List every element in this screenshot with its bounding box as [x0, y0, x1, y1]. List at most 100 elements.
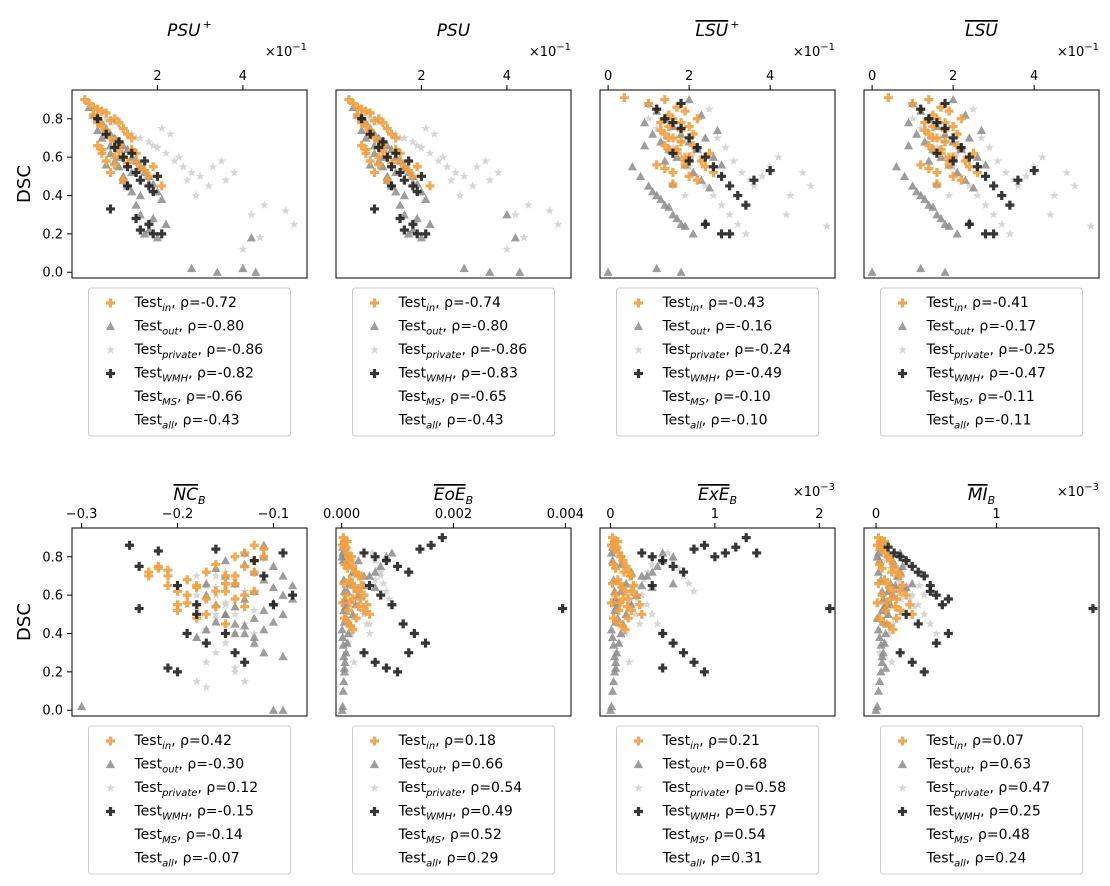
data-point — [899, 171, 910, 181]
data-point — [704, 183, 714, 192]
data-point — [905, 600, 915, 610]
data-point — [84, 98, 94, 108]
data-point — [249, 567, 259, 577]
points — [337, 533, 568, 714]
data-point — [676, 118, 686, 128]
data-point — [192, 676, 202, 686]
data-point — [347, 552, 357, 562]
data-point — [895, 648, 905, 658]
data-point — [93, 125, 103, 134]
y-tick-label: 0.4 — [42, 627, 63, 642]
data-point — [278, 571, 288, 580]
data-point — [391, 148, 401, 158]
data-point — [997, 219, 1007, 229]
data-point — [391, 133, 401, 143]
data-point — [105, 167, 115, 177]
data-point — [948, 171, 958, 181]
data-point — [211, 559, 221, 569]
data-point — [351, 613, 361, 623]
data-point — [338, 701, 348, 711]
data-point — [382, 123, 392, 133]
data-point — [278, 609, 288, 619]
data-point — [973, 190, 982, 200]
data-point — [652, 123, 662, 133]
data-point — [356, 594, 366, 604]
data-point — [619, 567, 629, 577]
data-point — [370, 657, 380, 667]
data-point — [118, 152, 128, 162]
points — [871, 533, 1098, 714]
data-point — [981, 229, 991, 239]
data-point — [879, 536, 889, 546]
data-point — [883, 552, 893, 562]
data-point — [876, 667, 886, 676]
data-point — [140, 166, 150, 176]
data-point — [135, 190, 145, 200]
data-point — [607, 632, 618, 642]
data-point — [340, 544, 350, 554]
legend-entry: Testall, ρ=-0.07 — [134, 851, 240, 870]
data-point — [607, 686, 618, 695]
series-in — [338, 533, 375, 635]
data-point — [660, 164, 670, 174]
x-scale-label: ×10−3 — [793, 482, 835, 500]
data-point — [931, 628, 941, 638]
data-point — [201, 567, 211, 577]
data-point — [1013, 181, 1023, 190]
data-point — [896, 594, 906, 603]
data-point — [652, 561, 663, 571]
panel-2: PSU 2 4 ×10−1 Testin, ρ=-0.74 Testout, ρ=-0.8… — [335, 21, 572, 437]
legend-marker — [369, 321, 380, 331]
data-point — [699, 667, 709, 677]
legend-marker — [898, 736, 907, 746]
data-point — [773, 152, 783, 161]
data-point — [668, 579, 678, 588]
legend-entry: Testall, ρ=-0.43 — [134, 413, 240, 432]
data-point — [887, 567, 897, 577]
data-point — [278, 548, 288, 558]
data-point — [664, 110, 674, 120]
data-point — [700, 181, 710, 190]
data-point — [1005, 229, 1015, 238]
data-point — [182, 575, 192, 585]
data-point — [688, 167, 698, 177]
data-point — [399, 210, 409, 219]
data-point — [345, 598, 355, 608]
data-point — [611, 657, 621, 666]
data-point — [635, 600, 645, 610]
legend-entry: TestWMH, ρ=-0.83 — [398, 366, 518, 385]
data-point — [981, 200, 990, 209]
data-point — [76, 701, 87, 711]
data-point — [404, 648, 414, 658]
legend-marker — [370, 345, 379, 354]
data-point — [913, 619, 923, 629]
legend-marker — [898, 807, 907, 816]
data-point — [259, 648, 269, 657]
data-point — [721, 142, 730, 152]
data-point — [932, 148, 942, 158]
data-point — [459, 263, 469, 273]
data-point — [925, 586, 935, 596]
x-tick-label: −0.2 — [162, 507, 194, 522]
data-point — [370, 582, 380, 592]
data-point — [230, 619, 240, 628]
data-point — [247, 210, 256, 219]
data-point — [343, 628, 353, 638]
data-point — [259, 552, 269, 562]
data-point — [170, 156, 179, 165]
data-point — [434, 156, 443, 165]
data-point — [510, 233, 521, 242]
data-point — [972, 152, 983, 161]
data-point — [404, 229, 414, 238]
data-point — [485, 267, 495, 276]
panel-title: EoEB — [434, 485, 473, 507]
data-point — [680, 160, 690, 170]
data-point — [201, 609, 211, 619]
data-point — [618, 556, 628, 566]
legend-entry: TestWMH, ρ=-0.82 — [134, 366, 254, 385]
data-point — [920, 194, 930, 204]
data-point — [658, 629, 668, 639]
data-point — [345, 556, 355, 566]
data-point — [114, 146, 124, 156]
data-point — [97, 106, 107, 116]
